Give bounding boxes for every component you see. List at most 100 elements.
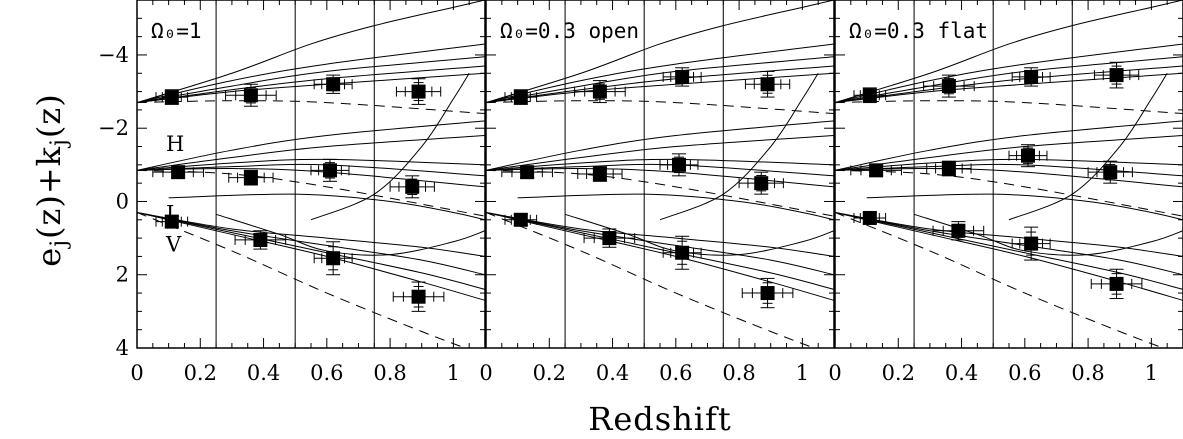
band-label-h: H	[166, 132, 184, 156]
data-marker	[243, 170, 258, 185]
data-marker	[592, 167, 607, 181]
data-marker	[513, 90, 528, 105]
model-curve-h-solid	[137, 65, 485, 104]
data-point-h	[155, 89, 189, 105]
model-curve-h-solid	[137, 72, 485, 104]
data-marker	[941, 161, 956, 176]
data-point-i	[1008, 144, 1048, 168]
data-point-v	[853, 210, 887, 225]
x-tick-label: 1	[796, 361, 809, 385]
model-curve-i-solid	[659, 72, 819, 221]
model-curve-v-dashed	[835, 211, 1165, 348]
y-axis-label-subscript: j	[47, 239, 72, 250]
data-point-v	[583, 228, 636, 248]
data-point-h	[574, 80, 626, 104]
data-point-i	[659, 153, 699, 177]
panel-frame	[834, 0, 1183, 349]
data-point-h	[313, 74, 353, 94]
data-point-v	[234, 230, 287, 250]
data-marker	[1024, 69, 1039, 84]
x-tick-label: 0.4	[596, 361, 629, 385]
y-tick-label: 4	[116, 336, 129, 360]
y-axis-label-part: e	[30, 247, 68, 267]
x-tick-label: 0.2	[533, 361, 566, 385]
x-tick-label: 1	[447, 361, 460, 385]
data-marker	[675, 245, 690, 260]
data-point-h	[923, 74, 975, 98]
panel-title: Ω₀=0.3 flat	[849, 19, 988, 43]
data-point-i	[577, 166, 623, 182]
y-tick-label: 0	[116, 189, 129, 213]
data-point-i	[389, 175, 435, 199]
data-marker	[253, 232, 268, 247]
model-curve-v-solid	[486, 211, 834, 257]
data-marker	[869, 163, 884, 178]
model-curve-i-dashed	[137, 169, 485, 217]
model-curve-v-dashed	[486, 211, 816, 348]
model-curve-h-solid	[486, 72, 834, 104]
x-tick-label: 0.8	[373, 361, 406, 385]
model-curve-h-solid	[835, 56, 1183, 104]
model-curves	[835, 0, 1183, 348]
model-curve-v-solid	[866, 193, 1183, 221]
x-tick-label: 1	[1145, 361, 1158, 385]
data-point-i	[152, 165, 204, 180]
data-marker	[862, 210, 877, 225]
model-curve-v-solid	[486, 211, 834, 301]
model-curve-v-solid	[137, 211, 485, 301]
x-tick-label: 0.6	[659, 361, 692, 385]
data-point-v	[662, 235, 702, 270]
x-tick-label: 0	[479, 361, 492, 385]
model-curve-i-solid	[1008, 72, 1168, 221]
data-marker	[760, 77, 775, 92]
y-tick-label: −4	[98, 43, 129, 67]
data-point-v	[1090, 268, 1143, 300]
model-curve-v-solid	[486, 211, 834, 276]
model-curve-v-solid	[564, 213, 834, 256]
data-marker	[592, 84, 607, 99]
data-point-h	[853, 87, 887, 104]
model-curve-h-solid	[137, 56, 485, 104]
x-tick-label: 0.6	[310, 361, 343, 385]
data-marker	[411, 289, 426, 304]
x-tick-label: 0	[130, 361, 143, 385]
model-curve-v-solid	[486, 211, 834, 290]
model-curve-h-solid	[486, 56, 834, 104]
data-point-v	[392, 281, 445, 312]
data-point-i	[850, 163, 902, 178]
data-point-i	[738, 171, 784, 195]
data-point-i	[501, 165, 553, 180]
x-tick-label: 0	[828, 361, 841, 385]
x-tick-label: 0.2	[184, 361, 217, 385]
model-curve-h-solid	[137, 43, 485, 104]
x-tick-label: 0.6	[1008, 361, 1041, 385]
data-marker	[164, 90, 179, 105]
data-marker	[760, 286, 775, 301]
model-curve-h-solid	[835, 72, 1183, 104]
model-curve-v-solid	[835, 211, 1183, 290]
model-curves	[137, 0, 485, 348]
model-curve-h-dashed	[137, 100, 485, 115]
model-curve-i-solid	[486, 135, 834, 171]
band-label-v: V	[165, 233, 182, 257]
panels-layer: 0 0.2 0.4 0.6 0.8 1 −4 −2 0 2 4 Ω₀=1 H IV 0 0.2 0.4 0.6 0.…	[98, 0, 1183, 385]
model-curve-v-solid	[215, 213, 485, 256]
data-marker	[326, 251, 341, 266]
data-point-i	[926, 160, 972, 177]
data-marker	[322, 163, 337, 178]
x-tick-label: 0.8	[722, 361, 755, 385]
data-point-v	[1011, 226, 1051, 261]
data-point-h	[1093, 61, 1140, 89]
data-point-h	[1011, 67, 1051, 87]
model-curve-v-solid	[517, 193, 834, 221]
y-axis-label: ej(z)+kj(z)	[30, 93, 72, 266]
data-marker	[513, 212, 528, 227]
model-curves	[486, 0, 834, 348]
model-curve-v-solid	[137, 211, 485, 290]
band-label-i: I	[166, 201, 174, 225]
panel-1: 0 0.2 0.4 0.6 0.8 1 −4 −2 0 2 4 Ω₀=1 H IV	[98, 0, 486, 385]
model-curve-v-solid	[137, 211, 485, 276]
y-tick-label: −2	[98, 116, 129, 140]
data-marker	[675, 69, 690, 84]
panel-frame	[485, 0, 835, 349]
